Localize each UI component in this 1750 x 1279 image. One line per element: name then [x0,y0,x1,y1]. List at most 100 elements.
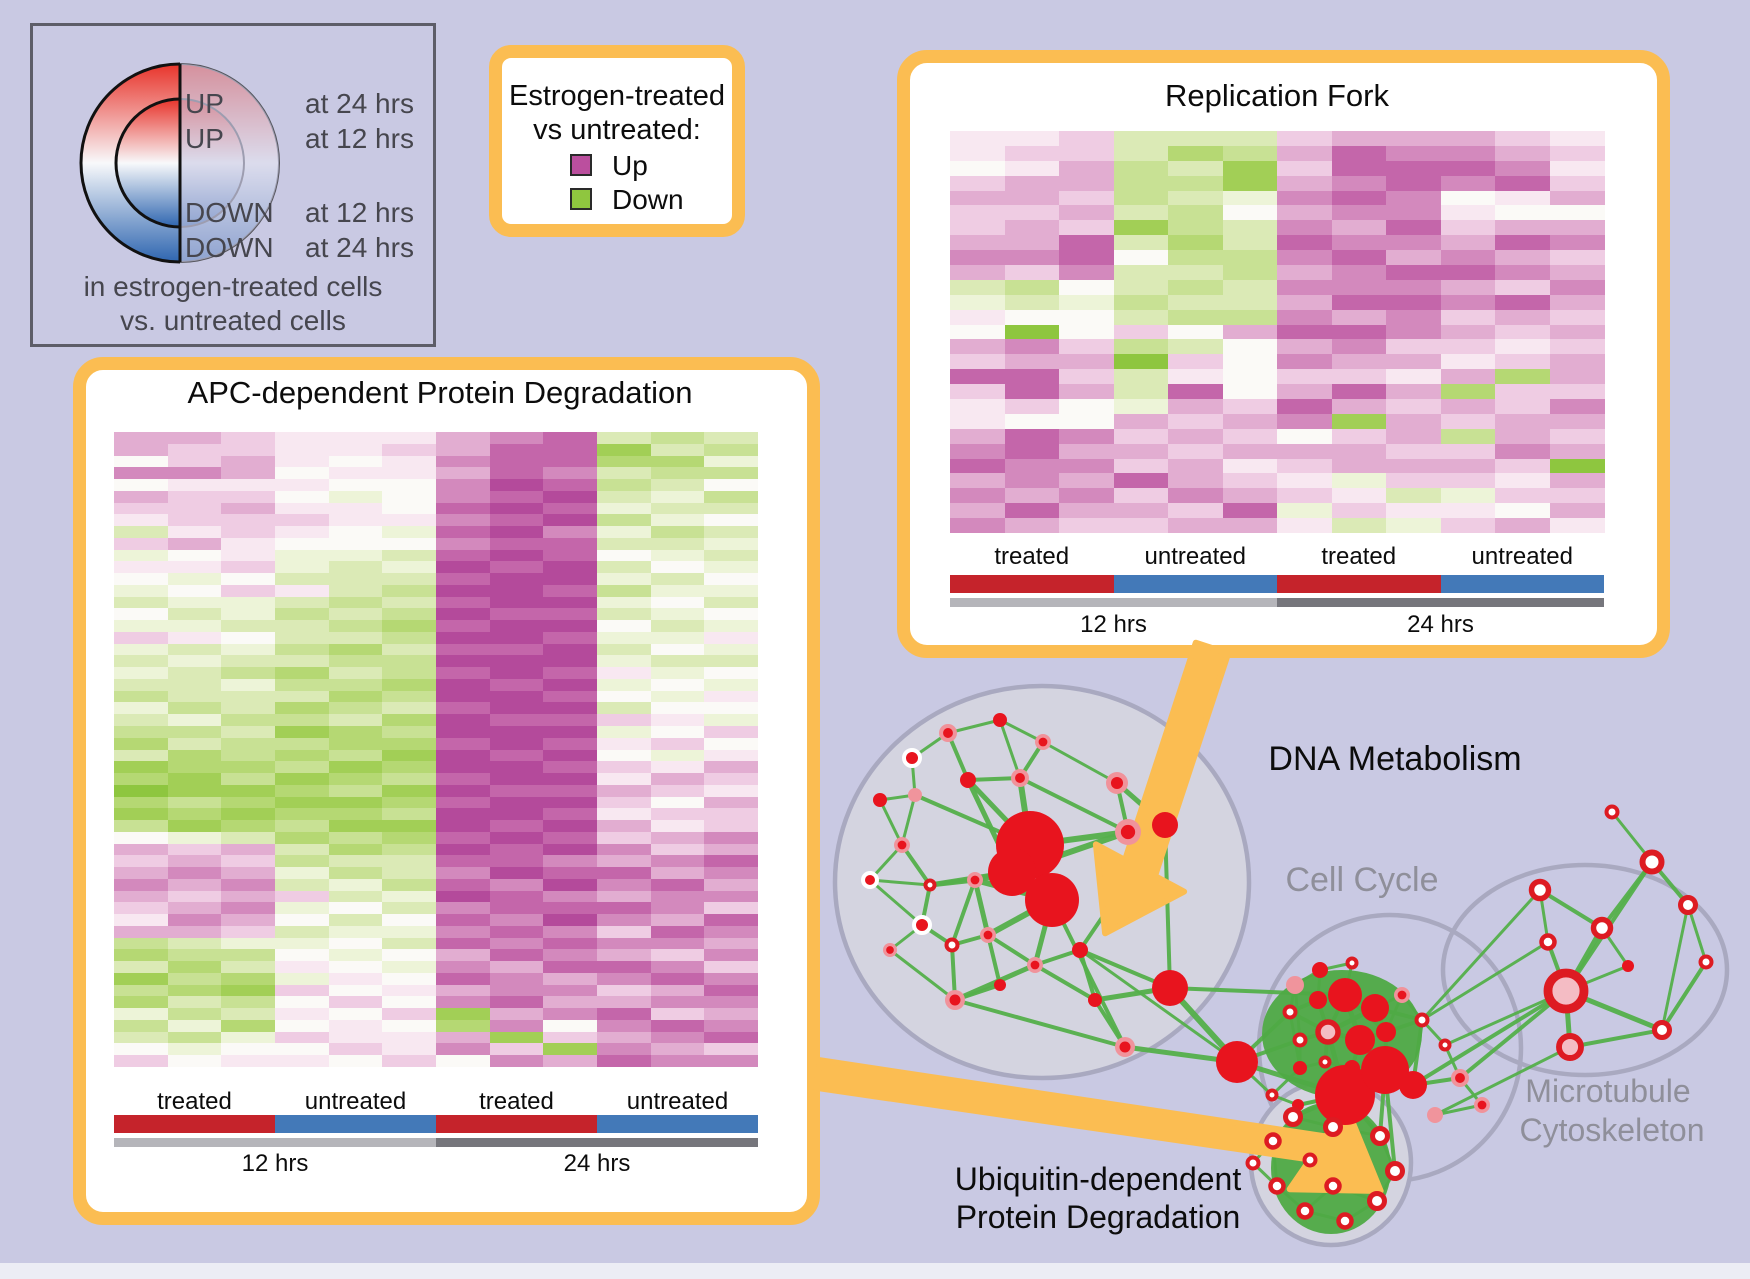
heat-cell [328,467,383,480]
heat-cell [704,573,759,586]
heat-cell [275,878,330,892]
heat-cell [328,996,383,1009]
heat-cell [543,725,598,739]
heat-cell [1495,399,1550,415]
heat-cell [167,479,222,492]
heat-cell [1222,131,1278,147]
heat-cell [950,220,1005,236]
heat-cell [221,925,276,939]
node-white-halo [912,915,932,935]
network-edge [878,798,904,847]
heat-cell [167,972,222,986]
heat-cell [489,561,544,574]
time-label-1: 24 hrs [1407,611,1474,638]
heat-cell [114,608,169,621]
network-edge [868,878,932,887]
heat-cell [1168,518,1223,534]
node-ring [1296,1202,1314,1220]
heat-cell [275,549,330,562]
heat-cell [1495,235,1550,251]
heat-cell [114,796,169,809]
heat-cell [114,949,169,962]
heat-cell [489,655,544,668]
heat-cell [1113,503,1169,519]
heat-cell [1386,160,1441,177]
heat-cell [1004,175,1060,192]
heat-cell [436,432,491,445]
heat-cell [1495,354,1550,370]
heat-cell [1277,443,1332,460]
heat-cell [1113,369,1169,385]
updown-legend-title-line1: Estrogen-treated [508,80,725,112]
heat-cell [1549,428,1605,445]
heat-cell [597,702,652,715]
heat-cell [1004,309,1060,326]
heat-cell [221,773,276,786]
heat-cell [543,631,598,645]
heat-cell [382,1031,437,1044]
heat-cell [650,902,705,915]
heat-cell [704,914,759,927]
heat-cell [328,855,383,868]
heat-cell [1386,503,1441,519]
heat-cell [1495,428,1550,445]
heat-cell [167,549,222,562]
heat-cell [1059,131,1114,147]
group-bar-2 [1277,575,1441,593]
node-ring [1323,1117,1343,1137]
heat-cell [1495,384,1550,400]
time-label-0: 12 hrs [1080,611,1147,638]
heat-cell [221,667,276,680]
node-ring [1245,1155,1261,1171]
heat-cell [275,714,330,727]
heat-cell [489,514,544,527]
heat-cell [275,667,330,680]
heat-cell [597,443,652,456]
heat-cell [1495,503,1550,519]
heat-cell [275,584,330,598]
heat-cell [382,514,437,527]
heat-cell [328,537,383,551]
heat-cell [1059,145,1114,162]
heat-cell [382,467,437,480]
heat-cell [328,949,383,962]
cluster-label2-mt: Cytoskeleton [1520,1112,1705,1148]
heat-cell [1059,488,1114,504]
heat-cell [275,749,330,762]
heat-cell [1059,369,1114,385]
heat-cell [1440,160,1496,177]
heat-cell [167,502,222,515]
heat-cell [1331,488,1387,504]
heat-cell [543,937,598,950]
heat-cell [221,902,276,915]
heat-cell [1440,384,1496,400]
heat-cell [1004,220,1060,236]
heat-cell [114,573,169,586]
node-ring [1324,1177,1342,1195]
heat-cell [382,773,437,786]
node-ring [1652,1020,1672,1040]
heat-cell [1440,428,1496,445]
heat-cell [597,843,652,856]
heat-cell [1168,145,1223,162]
heat-cell [436,620,491,633]
heat-cell [114,843,169,856]
heat-cell [1059,190,1114,206]
heat-cell [382,761,437,774]
heat-cell [328,584,383,598]
heat-cell [489,831,544,845]
heat-cell [650,714,705,727]
heat-cell [597,514,652,527]
heat-cell [275,479,330,492]
heat-cell [275,432,330,445]
heat-cell [489,443,544,456]
heat-cell [1386,175,1441,192]
heat-cell [1440,145,1496,162]
heat-cell [114,902,169,915]
heat-cell [950,279,1005,296]
heat-cell [275,773,330,786]
network-edge [888,948,957,1002]
network-edge [1660,903,1690,1032]
heat-cell [489,961,544,974]
heat-cell [1059,399,1114,415]
